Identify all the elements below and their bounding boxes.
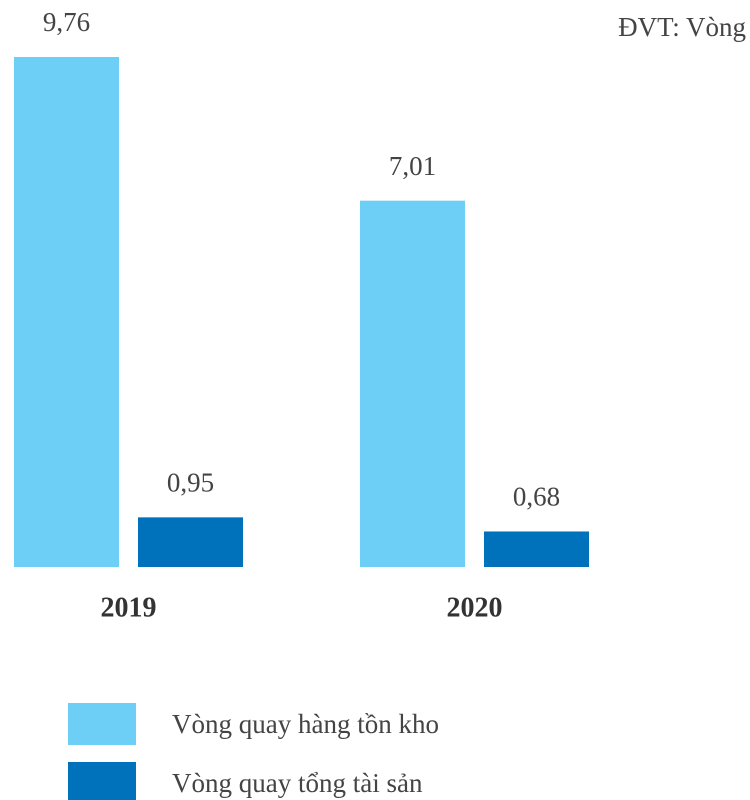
legend-swatch xyxy=(68,703,136,745)
unit-label: ĐVT: Vòng xyxy=(618,12,746,42)
x-tick-label: 2020 xyxy=(447,592,503,623)
value-label: 0,95 xyxy=(167,468,214,498)
value-label: 0,68 xyxy=(513,482,560,512)
legend-label: Vòng quay tổng tài sản xyxy=(172,768,423,798)
value-label: 7,01 xyxy=(389,151,436,181)
bar xyxy=(138,517,243,567)
value-label: 9,76 xyxy=(43,7,90,37)
bar xyxy=(484,531,589,567)
bar xyxy=(14,57,119,567)
legend-label: Vòng quay hàng tồn kho xyxy=(172,709,439,739)
x-tick-label: 2019 xyxy=(101,592,157,623)
bar xyxy=(360,200,465,567)
legend-swatch xyxy=(68,762,136,800)
